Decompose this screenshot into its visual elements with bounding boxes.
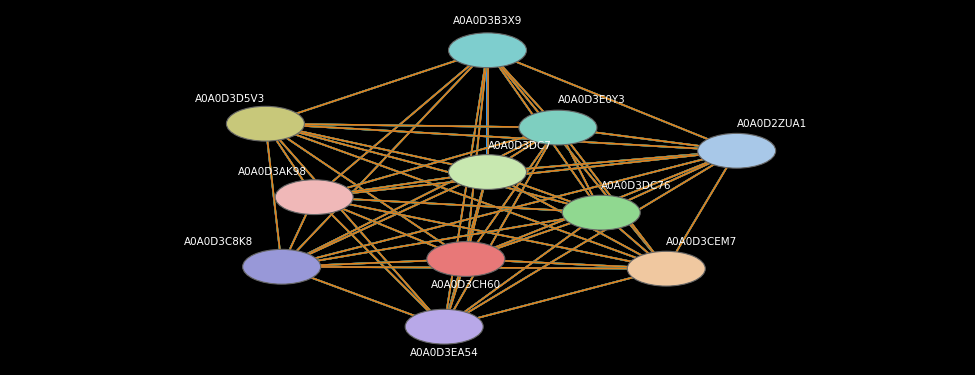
Ellipse shape: [698, 134, 776, 168]
Ellipse shape: [448, 33, 526, 68]
Ellipse shape: [406, 309, 484, 344]
Text: A0A0D3DC76: A0A0D3DC76: [602, 182, 672, 191]
Ellipse shape: [427, 242, 505, 276]
Ellipse shape: [243, 249, 321, 284]
Text: A0A0D3CEM7: A0A0D3CEM7: [666, 237, 737, 247]
Text: A0A0D3AK98: A0A0D3AK98: [238, 167, 307, 177]
Text: A0A0D2ZUA1: A0A0D2ZUA1: [737, 120, 807, 129]
Ellipse shape: [563, 195, 641, 230]
Text: A0A0D3D5V3: A0A0D3D5V3: [195, 94, 265, 104]
Text: A0A0D3E0Y3: A0A0D3E0Y3: [558, 95, 626, 105]
Ellipse shape: [519, 110, 597, 145]
Ellipse shape: [275, 180, 353, 214]
Ellipse shape: [226, 106, 304, 141]
Ellipse shape: [448, 154, 526, 189]
Ellipse shape: [627, 251, 705, 286]
Text: A0A0D3CH60: A0A0D3CH60: [431, 280, 501, 290]
Text: A0A0D3EA54: A0A0D3EA54: [410, 348, 479, 358]
Text: A0A0D3C8K8: A0A0D3C8K8: [184, 237, 254, 247]
Text: A0A0D3DC7: A0A0D3DC7: [488, 141, 552, 151]
Text: A0A0D3B3X9: A0A0D3B3X9: [452, 16, 523, 26]
